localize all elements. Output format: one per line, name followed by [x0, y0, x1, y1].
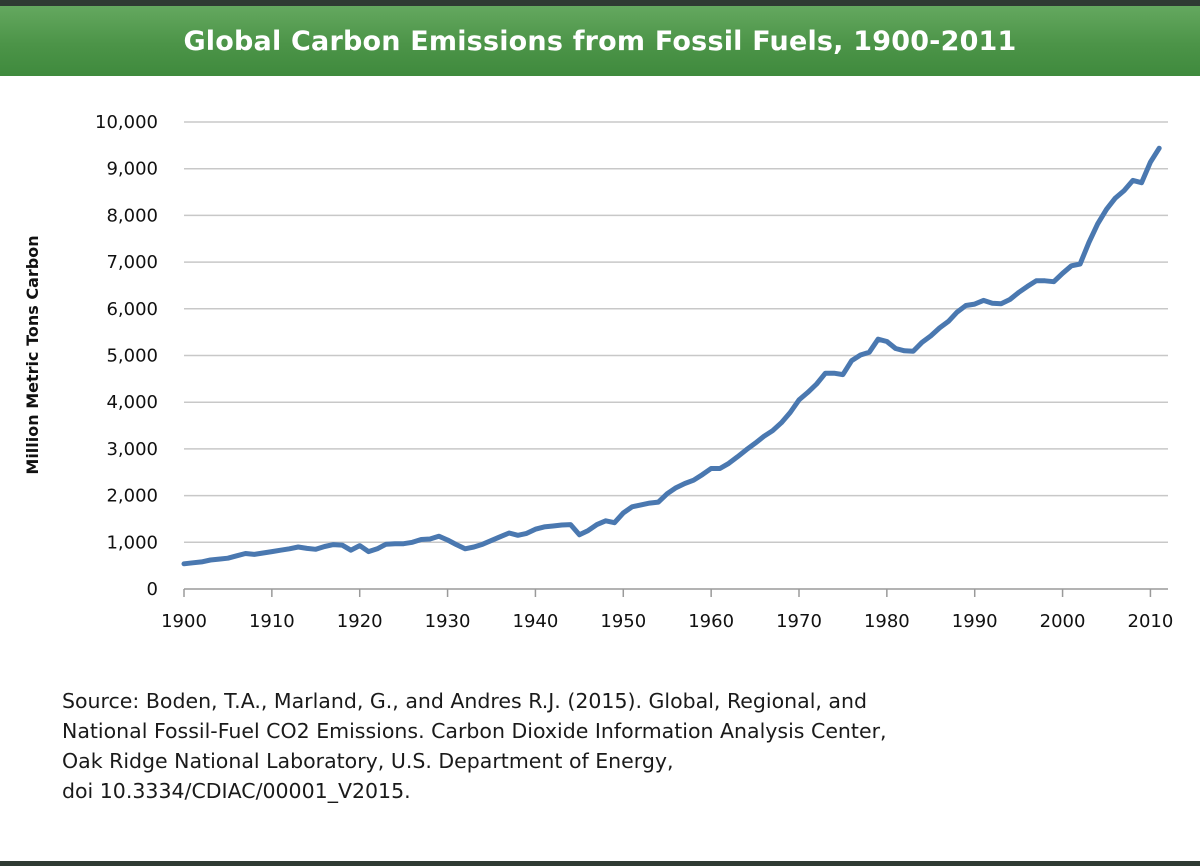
gridlines [183, 121, 1168, 597]
series-group [181, 145, 1162, 567]
source-line-3: Oak Ridge National Laboratory, U.S. Depa… [62, 749, 674, 773]
chart-title: Global Carbon Emissions from Fossil Fuel… [183, 25, 1017, 57]
y-tick-label: 3,000 [106, 439, 158, 460]
y-tick-label: 9,000 [106, 159, 158, 180]
bottom-border [0, 861, 1200, 866]
top-border [0, 0, 1200, 6]
series-line-0 [181, 145, 1162, 567]
x-tick-label: 1910 [249, 611, 295, 632]
y-tick-label: 5,000 [106, 346, 158, 367]
x-tick-label: 1990 [952, 611, 998, 632]
source-line-2: National Fossil-Fuel CO2 Emissions. Carb… [62, 719, 887, 743]
source-line-4: doi 10.3334/CDIAC/00001_V2015. [62, 779, 411, 803]
y-axis-label: Million Metric Tons Carbon [23, 235, 42, 474]
y-axis-ticks: 0 1,000 2,000 3,000 4,000 5,000 6,000 7,000 8,00… [95, 112, 158, 600]
y-tick-label: 6,000 [106, 299, 158, 320]
x-axis-ticks: 1900 1910 1920 1930 1940 1950 1960 1970 1980 1990… [161, 611, 1173, 632]
x-tick-label: 1930 [425, 611, 471, 632]
y-tick-label: 7,000 [106, 252, 158, 273]
y-tick-label: 2,000 [106, 486, 158, 507]
source-citation: Source: Boden, T.A., Marland, G., and An… [62, 686, 1162, 806]
y-tick-label: 1,000 [106, 532, 158, 553]
y-tick-label: 8,000 [106, 205, 158, 226]
y-tick-label: 0 [147, 579, 158, 600]
x-tick-label: 2010 [1128, 611, 1174, 632]
x-tick-label: 1960 [688, 611, 734, 632]
y-tick-label: 4,000 [106, 392, 158, 413]
x-tick-label: 2000 [1040, 611, 1086, 632]
x-tick-label: 1940 [513, 611, 559, 632]
title-banner: Global Carbon Emissions from Fossil Fuel… [0, 6, 1200, 76]
x-tick-label: 1980 [864, 611, 910, 632]
x-tick-label: 1900 [161, 611, 207, 632]
source-line-1: Source: Boden, T.A., Marland, G., and An… [62, 689, 867, 713]
y-tick-label: 10,000 [95, 112, 158, 133]
x-tick-label: 1950 [600, 611, 646, 632]
x-tick-label: 1970 [776, 611, 822, 632]
x-tick-label: 1920 [337, 611, 383, 632]
